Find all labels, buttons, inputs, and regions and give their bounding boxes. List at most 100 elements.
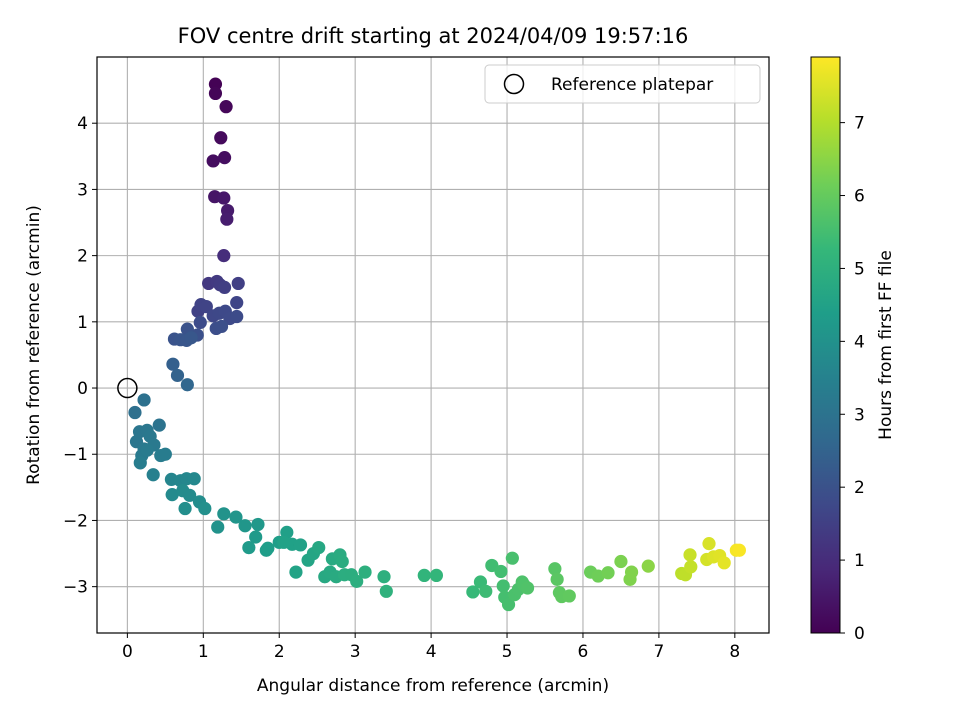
colorbar-tick-label: 6 <box>854 187 865 207</box>
colorbar-gradient <box>810 56 841 634</box>
colorbar-ticks: 0 1 2 3 4 5 6 7 <box>840 114 865 644</box>
data-point <box>229 510 243 524</box>
reference-marker <box>117 377 138 399</box>
x-tick-label: 0 <box>122 642 133 662</box>
data-point <box>289 565 303 579</box>
data-point <box>683 548 697 562</box>
data-point <box>170 368 185 383</box>
x-axis-ticks: 0 1 2 3 4 5 6 7 8 <box>122 633 740 662</box>
legend-box <box>484 64 761 104</box>
data-point <box>520 581 535 595</box>
axes-frame <box>96 56 770 634</box>
data-point <box>230 309 244 324</box>
data-point <box>199 300 213 314</box>
y-tick-label: 1 <box>77 313 88 333</box>
data-point <box>178 501 192 516</box>
colorbar-tick-label: 7 <box>854 114 865 134</box>
data-point <box>208 77 223 91</box>
data-point <box>280 525 294 539</box>
x-tick-label: 5 <box>502 642 513 662</box>
colorbar-tick-label: 3 <box>854 405 865 425</box>
x-tick-label: 1 <box>198 642 209 662</box>
y-tick-label: −2 <box>63 511 88 531</box>
data-point <box>261 541 275 555</box>
data-point <box>417 568 431 583</box>
y-axis-ticks: −3 −2 −1 0 1 2 3 4 <box>63 114 97 598</box>
data-point <box>238 519 252 533</box>
data-point <box>193 315 207 330</box>
data-point <box>601 566 615 580</box>
data-point <box>624 565 639 579</box>
legend-marker-circle <box>503 73 525 95</box>
y-axis-label: Rotation from reference (arcmin) <box>24 205 44 485</box>
data-point <box>180 378 194 392</box>
data-point <box>505 551 519 565</box>
data-point <box>249 530 263 544</box>
data-point <box>548 562 562 576</box>
legend-label: Reference platepar <box>551 75 713 95</box>
data-point <box>214 319 229 334</box>
data-point <box>251 517 265 532</box>
data-point <box>166 357 180 371</box>
data-point <box>217 249 231 263</box>
data-point <box>133 456 147 470</box>
data-point <box>217 151 232 165</box>
data-point <box>312 540 326 555</box>
colorbar-tick-label: 0 <box>854 624 865 644</box>
data-point <box>165 488 179 502</box>
colorbar-tick-label: 5 <box>854 259 865 279</box>
data-point <box>184 331 198 345</box>
data-point <box>377 570 391 584</box>
data-point <box>242 540 256 555</box>
data-point <box>550 572 564 586</box>
grid-lines <box>97 57 769 633</box>
data-point <box>350 574 364 588</box>
colorbar-tick-label: 4 <box>854 332 865 352</box>
data-point <box>562 589 576 603</box>
data-point <box>152 418 166 432</box>
data-point <box>429 568 444 583</box>
y-tick-label: 0 <box>77 379 88 399</box>
data-point <box>479 584 493 598</box>
data-point <box>732 543 746 557</box>
reference-point <box>117 377 138 399</box>
data-point <box>198 501 212 516</box>
data-point <box>211 520 225 534</box>
data-point <box>379 584 393 598</box>
data-point <box>358 565 372 579</box>
data-point <box>208 86 223 101</box>
data-point <box>220 212 234 226</box>
colorbar-label: Hours from first FF file <box>876 250 896 440</box>
data-point <box>217 191 231 205</box>
data-point <box>230 296 244 310</box>
y-tick-label: 4 <box>77 114 88 134</box>
data-point <box>158 447 172 461</box>
colorbar: 0 1 2 3 4 5 6 7 Hours from first FF file <box>810 56 896 644</box>
y-tick-label: −3 <box>63 578 88 598</box>
data-point <box>641 559 655 573</box>
data-point <box>128 405 142 420</box>
data-point <box>501 597 516 612</box>
data-points <box>128 77 746 612</box>
data-point <box>137 393 151 407</box>
data-point <box>146 468 160 482</box>
data-point <box>140 443 154 457</box>
data-point <box>277 535 291 549</box>
colorbar-tick-label: 2 <box>854 478 865 498</box>
x-tick-label: 6 <box>578 642 589 662</box>
x-tick-label: 2 <box>274 642 285 662</box>
colorbar-tick-label: 1 <box>854 551 865 571</box>
x-tick-label: 3 <box>350 642 361 662</box>
data-point <box>496 579 510 593</box>
x-tick-label: 8 <box>729 642 740 662</box>
x-tick-label: 7 <box>653 642 664 662</box>
data-point <box>217 280 232 294</box>
data-point <box>217 507 231 521</box>
data-point <box>466 585 480 599</box>
x-tick-label: 4 <box>426 642 437 662</box>
y-tick-label: 2 <box>77 247 88 267</box>
data-point <box>219 100 233 114</box>
data-point <box>214 131 228 145</box>
